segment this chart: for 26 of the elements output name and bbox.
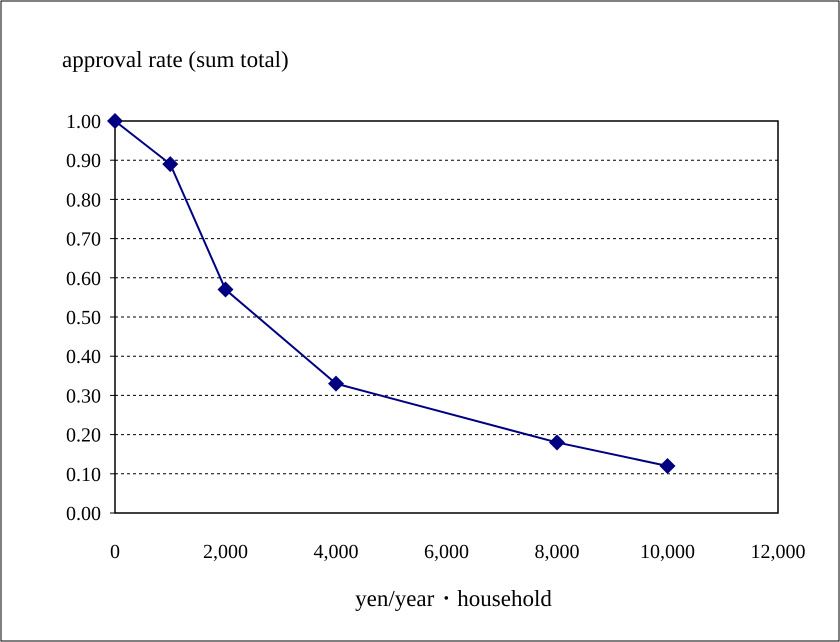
point (328, 376, 344, 392)
x-tick-label: 0 (110, 541, 120, 563)
y-tick-label: 0.10 (66, 464, 101, 486)
y-tick-label: 0.60 (66, 268, 101, 290)
y-tick-label: 0.80 (66, 189, 101, 212)
point (549, 434, 565, 450)
x-tick-label: 8,000 (534, 541, 580, 563)
y-tick-label: 0.70 (66, 228, 101, 251)
x-tick-label: 12,000 (750, 541, 806, 563)
y-tick-label: 1.00 (66, 111, 101, 133)
x-tick-label: 10,000 (640, 541, 695, 563)
y-tick-label: 0.90 (66, 150, 101, 172)
x-axis-title: yen/year・household (355, 586, 552, 611)
y-tick-label: 0.50 (66, 307, 101, 329)
x-tick-label: 6,000 (424, 541, 469, 563)
x-tick-label: 4,000 (314, 541, 358, 563)
point (107, 113, 123, 129)
point (660, 458, 676, 474)
y-tick-label: 0.20 (66, 424, 101, 447)
point (218, 282, 234, 298)
y-tick-label: 0.00 (66, 503, 101, 525)
y-tick-label: 0.30 (66, 385, 101, 408)
point (162, 156, 178, 172)
x-tick-label: 2,000 (203, 541, 248, 563)
y-axis-title: approval rate (sum total) (62, 47, 289, 72)
y-tick-label: 0.40 (66, 346, 101, 368)
